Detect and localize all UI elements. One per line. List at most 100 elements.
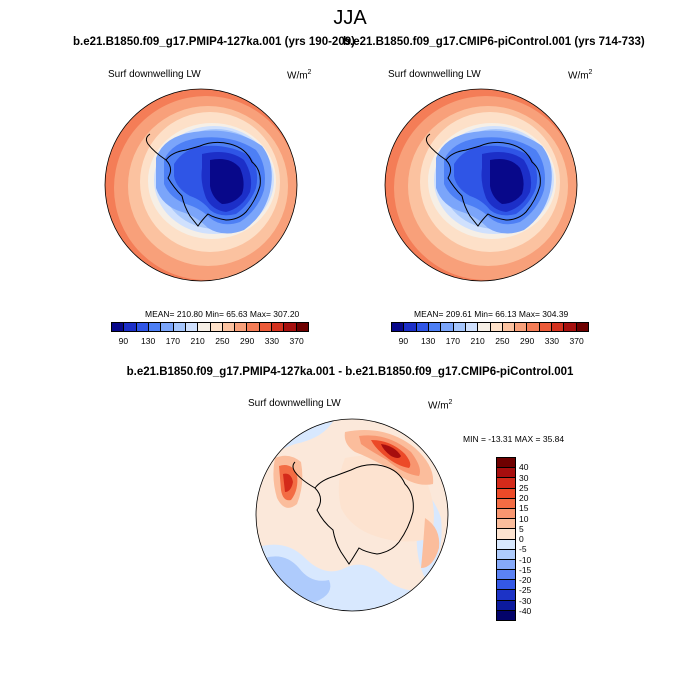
left-colorbar-tick-label: 210	[190, 336, 205, 346]
left-colorbar-swatch	[258, 323, 272, 331]
diff-colorbar-swatch	[497, 538, 515, 549]
diff-colorbar-tick-label: -5	[519, 544, 527, 555]
right-colorbar-tick-label: 250	[495, 336, 510, 346]
right-colorbar-swatch	[538, 323, 552, 331]
diff-colorbar-tick-label: 5	[519, 523, 524, 534]
diff-colorbar-swatch	[497, 599, 515, 610]
diff-colorbar-tick-label: 30	[519, 472, 529, 483]
diff-colorbar-swatch	[497, 609, 515, 620]
left-colorbar-swatch	[123, 323, 136, 331]
left-colorbar-swatch	[184, 323, 198, 331]
diff-stats: MIN = -13.31 MAX = 35.84	[463, 434, 565, 444]
right-colorbar-swatch	[514, 323, 527, 331]
right-units-label: W/m2	[568, 69, 593, 82]
left-colorbar-tick-label: 90	[118, 336, 129, 346]
diff-units-label: W/m2	[428, 399, 453, 412]
right-colorbar-tick-label: 90	[398, 336, 409, 346]
left-colorbar-swatch	[160, 323, 173, 331]
left-colorbar-tick-label: 130	[141, 336, 156, 346]
diff-map	[255, 418, 449, 612]
left-colorbar-swatch	[246, 323, 259, 331]
left-colorbar-tick-label: 250	[215, 336, 230, 346]
diff-colorbar-tick-label: -40	[519, 605, 532, 616]
diff-colorbar-tick-label: -10	[519, 554, 532, 565]
left-colorbar	[111, 322, 309, 332]
diff-colorbar	[496, 457, 516, 621]
left-colorbar-swatch	[147, 323, 161, 331]
left-colorbar-swatch	[172, 323, 185, 331]
right-colorbar-swatch	[427, 323, 441, 331]
right-colorbar-tick-label: 370	[569, 336, 584, 346]
right-colorbar-swatch	[440, 323, 453, 331]
left-colorbar-swatch	[135, 323, 148, 331]
diff-colorbar-swatch	[497, 548, 515, 559]
diff-colorbar-swatch	[497, 477, 515, 488]
diff-colorbar-swatch	[497, 518, 515, 529]
left-colorbar-swatch	[295, 323, 308, 331]
diff-colorbar-swatch	[497, 558, 515, 570]
diff-colorbar-swatch	[497, 589, 515, 600]
right-colorbar-swatch	[526, 323, 539, 331]
right-stats: MEAN= 209.61 Min= 66.13 Max= 304.39	[414, 309, 569, 319]
left-colorbar-swatch	[197, 323, 210, 331]
left-colorbar-tick-label: 290	[240, 336, 255, 346]
right-colorbar-swatch	[489, 323, 502, 331]
diff-colorbar-swatch	[497, 569, 515, 580]
diff-colorbar-tick-label: -20	[519, 575, 532, 585]
right-colorbar-tick-label: 290	[520, 336, 535, 346]
diff-colorbar-swatch	[497, 487, 515, 498]
right-colorbar-swatch	[563, 323, 576, 331]
right-colorbar-swatch	[403, 323, 416, 331]
right-variable-label: Surf downwelling LW	[388, 69, 481, 80]
left-colorbar-tick-label: 370	[289, 336, 304, 346]
left-units-label: W/m2	[287, 69, 312, 82]
diff-colorbar-swatch	[497, 497, 515, 508]
left-colorbar-swatch	[271, 323, 284, 331]
right-colorbar-tick-label: 330	[544, 336, 559, 346]
diff-colorbar-tick-label: -25	[519, 585, 532, 596]
diff-colorbar-tick-label: 0	[519, 534, 524, 544]
diff-colorbar-tick-label: -30	[519, 595, 532, 606]
left-colorbar-ticks: 90 130 170 210 250 290 330 370	[111, 336, 309, 348]
right-colorbar-ticks: 90 130 170 210 250 290 330 370	[391, 336, 589, 348]
diff-colorbar-ticks: 40 30 25 20 15 10 5 0 -5 -10 -15 -20 -25 -30 -40	[519, 457, 549, 621]
figure-title: JJA	[333, 7, 367, 29]
right-colorbar-tick-label: 130	[421, 336, 436, 346]
diff-title: b.e21.B1850.f09_g17.PMIP4-127ka.001 - b.…	[126, 366, 574, 378]
left-colorbar-swatch	[234, 323, 247, 331]
diff-colorbar-tick-label: 20	[519, 493, 529, 503]
diff-colorbar-swatch	[497, 467, 515, 478]
right-colorbar-swatch	[452, 323, 465, 331]
left-colorbar-swatch	[221, 323, 235, 331]
right-colorbar-tick-label: 170	[445, 336, 460, 346]
diff-colorbar-swatch	[497, 458, 515, 468]
right-colorbar-swatch	[501, 323, 515, 331]
panel-right-title: b.e21.B1850.f09_g17.CMIP6-piControl.001 …	[343, 36, 645, 48]
right-colorbar-tick-label: 210	[470, 336, 485, 346]
left-colorbar-tick-label: 330	[264, 336, 279, 346]
left-map	[104, 88, 298, 282]
diff-colorbar-swatch	[497, 528, 515, 539]
diff-colorbar-tick-label: 15	[519, 503, 529, 514]
diff-colorbar-tick-label: 40	[519, 462, 529, 473]
right-map	[384, 88, 578, 282]
right-colorbar	[391, 322, 589, 332]
left-variable-label: Surf downwelling LW	[108, 69, 201, 80]
right-colorbar-swatch	[477, 323, 490, 331]
left-colorbar-tick-label: 170	[165, 336, 180, 346]
right-colorbar-swatch	[575, 323, 588, 331]
diff-colorbar-tick-label: 25	[519, 482, 529, 493]
left-colorbar-swatch	[283, 323, 296, 331]
diff-colorbar-swatch	[497, 507, 515, 519]
left-colorbar-swatch	[209, 323, 222, 331]
right-colorbar-swatch	[415, 323, 428, 331]
right-colorbar-swatch	[551, 323, 564, 331]
diff-colorbar-tick-label: 10	[519, 513, 529, 524]
right-colorbar-swatch	[392, 323, 404, 331]
right-colorbar-swatch	[464, 323, 478, 331]
diff-colorbar-tick-label: -15	[519, 564, 532, 575]
left-colorbar-swatch	[112, 323, 124, 331]
panel-left-title: b.e21.B1850.f09_g17.PMIP4-127ka.001 (yrs…	[73, 36, 355, 48]
left-stats: MEAN= 210.80 Min= 65.63 Max= 307.20	[145, 309, 300, 319]
diff-variable-label: Surf downwelling LW	[248, 398, 341, 409]
